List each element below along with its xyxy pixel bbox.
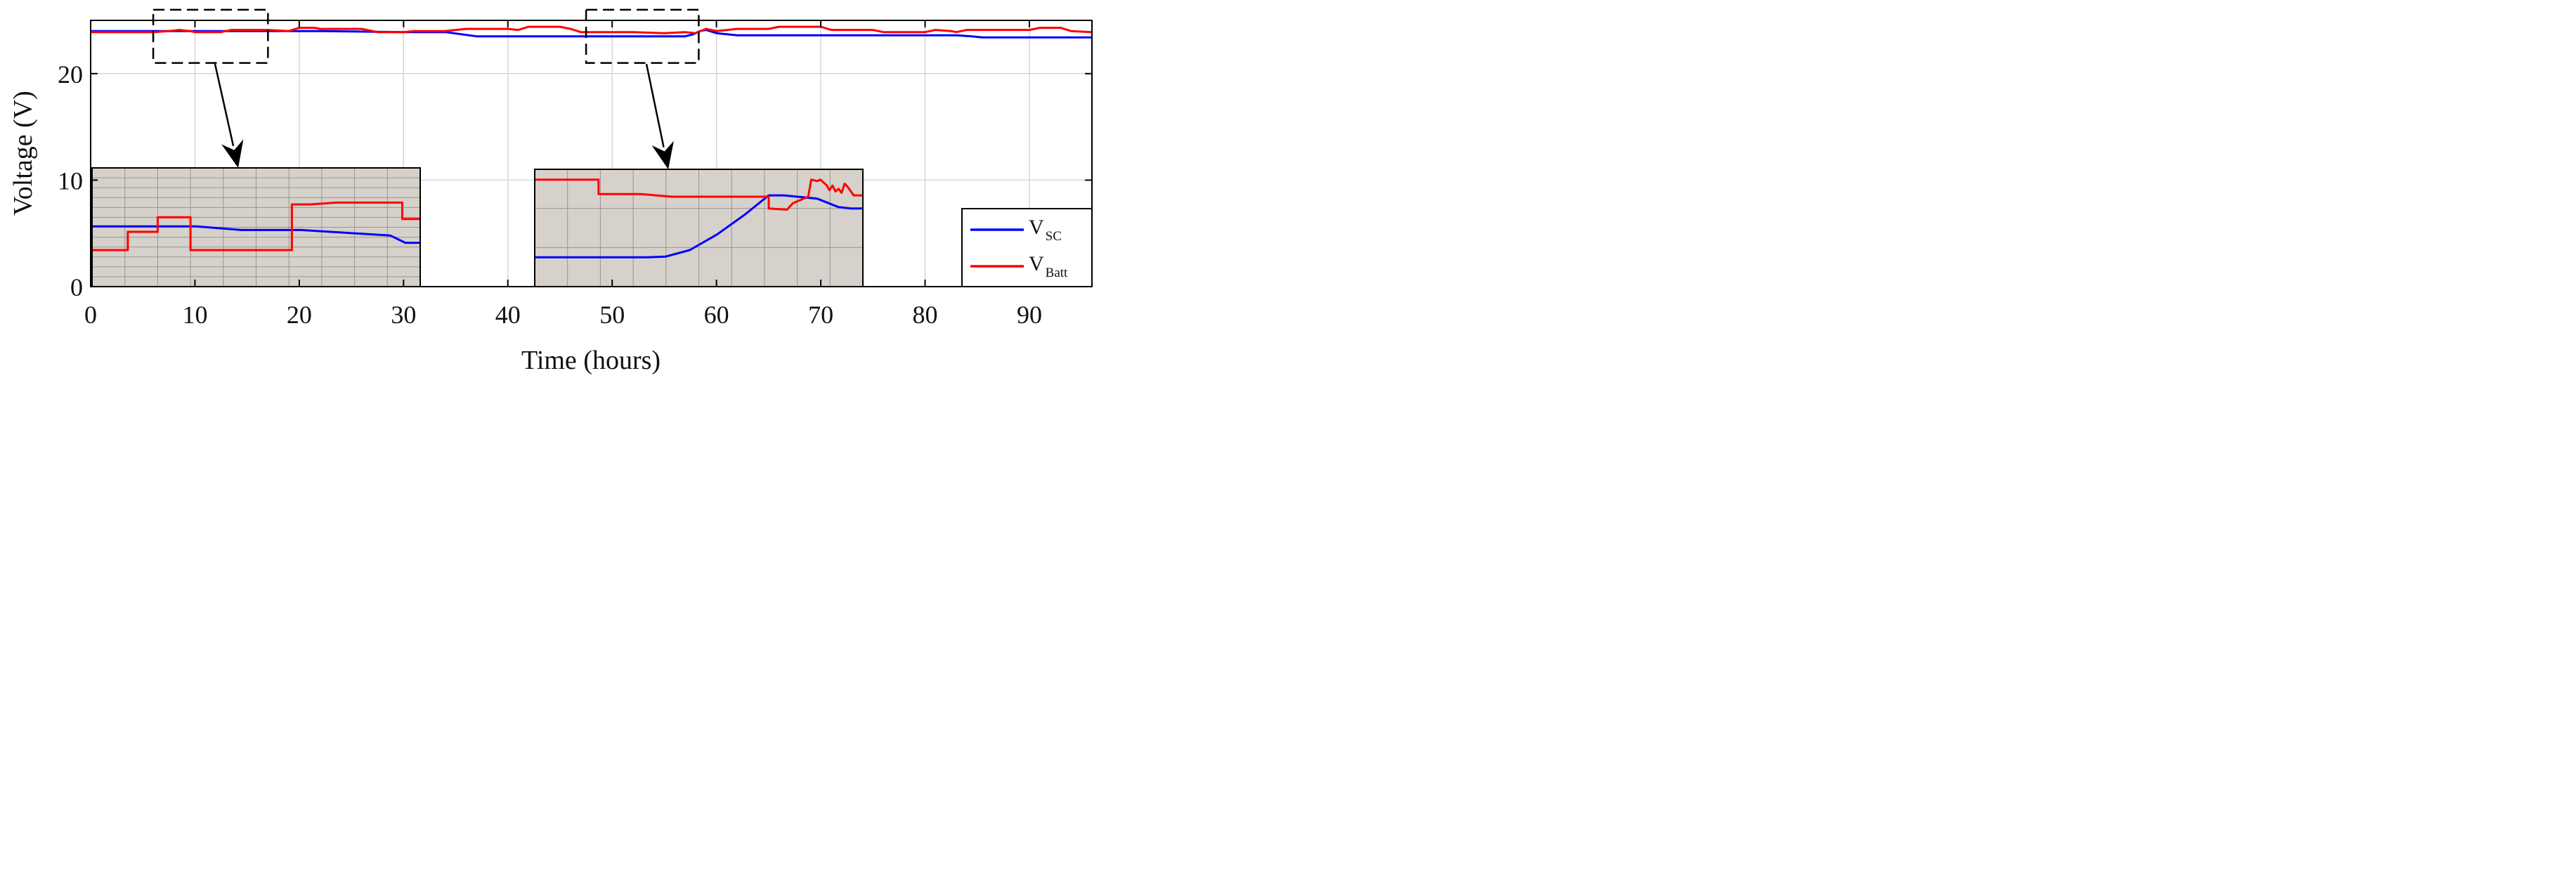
legend-box [961, 208, 1093, 287]
legend-label-subscript: Batt [1046, 266, 1068, 280]
legend-label: V SC [1029, 216, 1062, 244]
x-tick-label: 70 [808, 301, 833, 329]
zoom-window-1 [152, 8, 269, 64]
x-axis-label: Time (hours) [521, 346, 661, 375]
insets [91, 167, 864, 287]
y-tick-label: 10 [58, 166, 83, 195]
x-tick-label: 30 [391, 301, 416, 329]
x-tick-label: 60 [704, 301, 729, 329]
y-axis-label: Voltage (V) [8, 91, 38, 216]
legend-label-main: V [1029, 252, 1044, 275]
series-line-v-batt [91, 25, 1092, 34]
zoom-window-2 [585, 8, 700, 64]
main-series [91, 25, 1092, 39]
legend-label-main: V [1029, 216, 1044, 239]
legend-label: V Batt [1029, 252, 1068, 280]
inset-series-line-v-sc [535, 194, 863, 259]
y-tick-label: 0 [70, 273, 83, 301]
x-tick-label: 90 [1017, 301, 1042, 329]
inset-1 [91, 167, 421, 287]
inset-series-line-v-batt [92, 201, 420, 251]
inset-2 [534, 169, 864, 287]
legend: V SCV Batt [961, 208, 1093, 287]
zoom-arrow-1 [214, 63, 235, 147]
plot-frame [90, 20, 1093, 287]
x-tick-label: 10 [182, 301, 207, 329]
inset-series-line-v-batt [535, 178, 863, 211]
x-tick-label: 20 [287, 301, 312, 329]
y-tick-label: 20 [58, 60, 83, 89]
x-tick-label: 0 [84, 301, 97, 329]
x-tick-label: 40 [495, 301, 521, 329]
zoom-annotations [152, 8, 700, 169]
x-tick-label: 80 [913, 301, 938, 329]
zoom-arrow-2 [645, 63, 665, 148]
inset-series-line-v-sc [92, 225, 420, 244]
zoom-arrowhead-1 [221, 139, 244, 168]
voltage-chart: 0 10 20 30 40 50 60 70 80 90 0 10 20 Time (hours) Vo… [8, 8, 1093, 375]
zoom-arrowhead-2 [651, 141, 674, 169]
tick-labels: 0 10 20 30 40 50 60 70 80 90 0 10 20 [58, 60, 1042, 329]
main-ticks [90, 20, 1092, 287]
x-tick-label: 50 [599, 301, 625, 329]
legend-label-subscript: SC [1046, 229, 1062, 244]
